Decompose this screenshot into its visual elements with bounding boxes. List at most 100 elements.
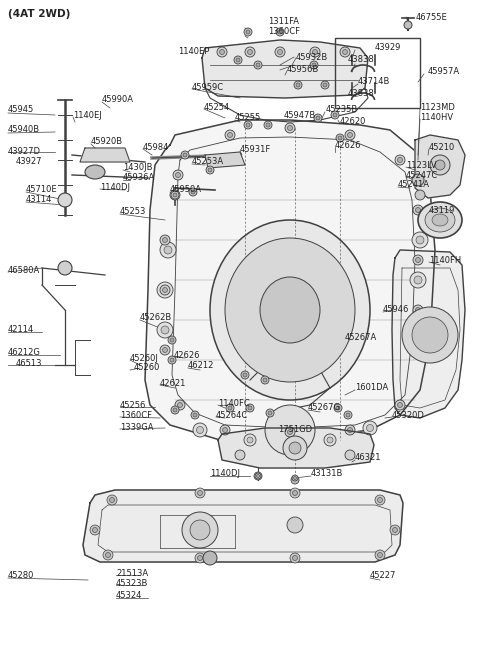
Text: 21513A: 21513A [116,569,148,577]
Text: 46212: 46212 [188,361,215,371]
Text: 45253A: 45253A [192,158,224,167]
Ellipse shape [183,153,187,157]
Ellipse shape [160,285,170,295]
Text: 1311FA: 1311FA [268,17,299,26]
Ellipse shape [314,114,322,122]
Ellipse shape [324,434,336,446]
Ellipse shape [310,47,320,57]
Ellipse shape [203,551,217,565]
Ellipse shape [321,81,329,89]
Ellipse shape [290,553,300,563]
Ellipse shape [161,286,169,294]
Ellipse shape [278,30,282,34]
Ellipse shape [90,525,100,535]
Ellipse shape [416,236,424,244]
Text: 1140EJ: 1140EJ [73,111,102,120]
Ellipse shape [412,232,428,248]
Ellipse shape [266,123,270,127]
Ellipse shape [289,442,301,454]
Ellipse shape [234,56,242,64]
Ellipse shape [416,308,420,312]
Text: 1360CF: 1360CF [120,410,152,420]
Ellipse shape [375,495,385,505]
Ellipse shape [246,123,250,127]
Ellipse shape [293,477,297,479]
Ellipse shape [377,553,383,557]
Ellipse shape [236,58,240,62]
Ellipse shape [181,151,189,159]
Ellipse shape [58,193,72,207]
Ellipse shape [425,208,455,232]
Polygon shape [392,250,465,418]
Ellipse shape [275,47,285,57]
Ellipse shape [375,550,385,560]
Ellipse shape [246,404,254,412]
Ellipse shape [58,261,72,275]
Text: 45260: 45260 [134,363,160,373]
Ellipse shape [182,512,218,548]
Text: 45227: 45227 [370,571,396,581]
Text: 45920B: 45920B [91,138,123,146]
Ellipse shape [157,282,173,298]
Polygon shape [80,148,130,162]
Text: 45267G: 45267G [308,404,341,412]
Ellipse shape [338,136,342,140]
Ellipse shape [290,488,300,498]
Text: 43927: 43927 [16,158,43,167]
Text: 46513: 46513 [16,359,43,367]
Ellipse shape [393,528,397,532]
Polygon shape [83,490,403,562]
Polygon shape [145,120,435,440]
Ellipse shape [244,28,252,36]
Ellipse shape [197,491,203,495]
Ellipse shape [430,155,450,175]
Ellipse shape [85,165,105,179]
Text: 45253: 45253 [120,207,146,216]
Ellipse shape [334,404,342,412]
Ellipse shape [256,63,260,67]
Ellipse shape [107,495,117,505]
Text: 45990A: 45990A [102,95,134,105]
Text: 46755E: 46755E [416,13,448,21]
Ellipse shape [310,61,318,69]
Ellipse shape [292,475,298,481]
Ellipse shape [208,168,212,172]
Text: 45262B: 45262B [140,314,172,322]
Text: 46321: 46321 [355,453,382,463]
Ellipse shape [263,378,267,382]
Text: 1601DA: 1601DA [355,383,388,393]
Ellipse shape [395,400,405,410]
Text: 45247C: 45247C [406,171,438,179]
Ellipse shape [418,202,462,238]
Ellipse shape [171,406,179,414]
Ellipse shape [254,472,262,480]
Ellipse shape [176,173,180,177]
Ellipse shape [336,406,340,410]
Text: 46580A: 46580A [8,265,40,275]
Ellipse shape [285,123,295,133]
Ellipse shape [173,408,177,412]
Text: 1140DJ: 1140DJ [100,183,130,191]
Ellipse shape [191,411,199,419]
Ellipse shape [195,488,205,498]
Text: 45932B: 45932B [296,52,328,62]
Text: 45235B: 45235B [326,105,358,115]
Ellipse shape [397,158,403,162]
Text: 43929: 43929 [375,42,401,52]
Text: 45260J: 45260J [130,354,159,363]
Ellipse shape [254,61,262,69]
Ellipse shape [190,520,210,540]
Ellipse shape [435,160,445,170]
Text: 45210: 45210 [429,142,455,152]
Text: 46212G: 46212G [8,348,41,357]
Ellipse shape [348,132,352,138]
Ellipse shape [266,409,274,417]
Ellipse shape [255,473,261,479]
Ellipse shape [327,437,333,443]
Ellipse shape [292,491,298,495]
Ellipse shape [193,423,207,437]
Text: 45267A: 45267A [345,334,377,342]
Text: 45931F: 45931F [240,144,271,154]
Text: 43927D: 43927D [8,148,41,156]
Ellipse shape [160,242,176,258]
